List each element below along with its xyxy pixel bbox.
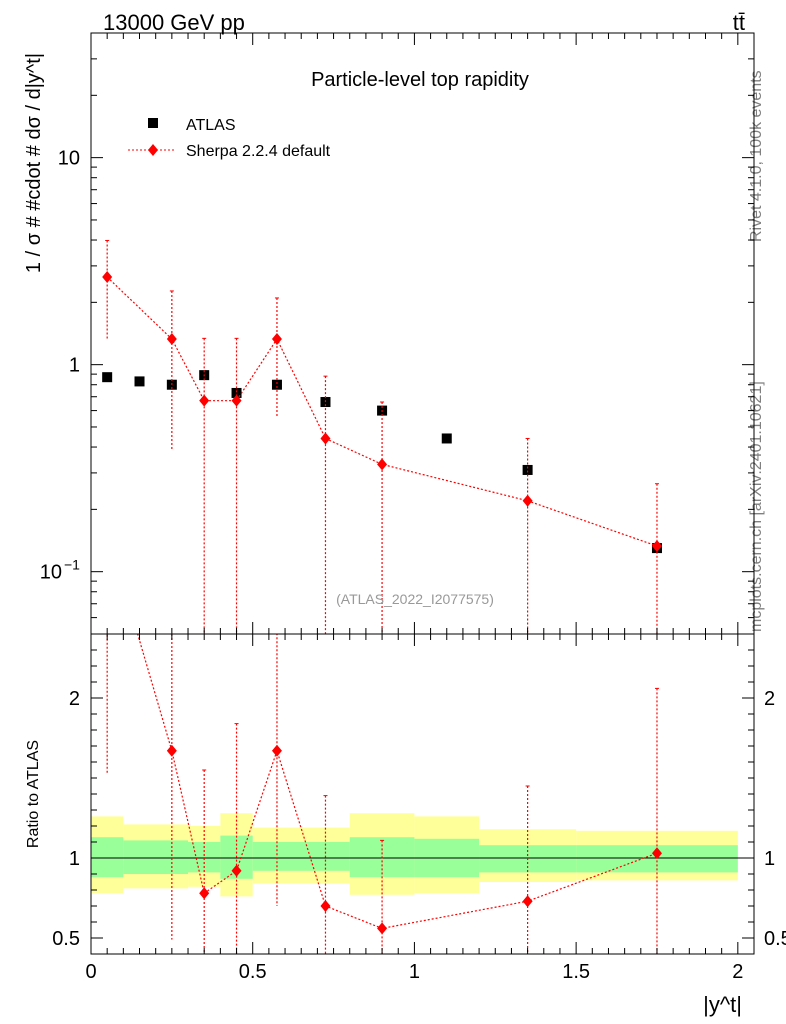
x-tick-label: 1.5 <box>562 961 590 983</box>
x-tick-label: 1 <box>409 961 420 983</box>
x-tick-label: 0 <box>85 961 96 983</box>
y-tick-label: 2 <box>69 688 80 710</box>
y-tick-label-right: 1 <box>764 848 775 870</box>
x-axis-label: |y^t| <box>703 992 742 1017</box>
sherpa-ratio-point <box>231 864 242 877</box>
y-tick-label: 1 <box>69 355 80 377</box>
y-tick-exponent: −1 <box>64 557 80 573</box>
x-tick-label: 0.5 <box>239 961 267 983</box>
uncertainty-band-inner <box>123 840 189 874</box>
legend: ATLAS Sherpa 2.2.4 default <box>128 117 331 160</box>
y-tick-label-right: 2 <box>764 688 775 710</box>
ratio-panel: 00.511.520.50.51122 Ratio to ATLAS <box>25 524 786 983</box>
main-marks <box>102 239 662 634</box>
mcplots-label: mcplots.cern.ch [arXiv:2401.10621] <box>748 381 765 632</box>
sherpa-ratio-point <box>102 524 112 536</box>
analysis-watermark: (ATLAS_2022_I2077575) <box>336 591 494 607</box>
atlas-point <box>134 376 145 387</box>
rivet-label: Rivet 4.1.0, 100k events <box>748 70 765 242</box>
process-label: tt̄ <box>733 10 745 35</box>
sherpa-point <box>231 394 242 407</box>
ratio-axes: 00.511.520.50.51122 <box>52 633 786 983</box>
sherpa-ratio-point <box>522 895 533 908</box>
y-tick-label: 10 <box>40 562 62 584</box>
main-y-axis-label-text: 1 / σ # #cdot # dσ / d|y^t| <box>23 53 45 273</box>
atlas-point <box>441 433 452 444</box>
sherpa-ratio-point <box>199 887 210 900</box>
sherpa-ratio-point <box>166 744 177 757</box>
sherpa-ratio-point <box>271 744 282 757</box>
ratio-frame <box>90 633 755 955</box>
sherpa-ratio-point <box>320 900 331 912</box>
sherpa-ratio-line <box>137 634 658 930</box>
sherpa-point <box>377 458 388 471</box>
y-tick-label: 10 <box>58 148 80 170</box>
legend-sherpa-marker <box>148 144 158 156</box>
sherpa-point <box>102 271 113 284</box>
sherpa-point <box>271 333 282 346</box>
energy-label: 13000 GeV pp <box>103 10 245 35</box>
atlas-point <box>522 464 533 475</box>
legend-atlas-label: ATLAS <box>186 117 236 134</box>
sherpa-point <box>320 432 331 445</box>
x-tick-label: 2 <box>732 961 743 983</box>
ratio-marks <box>91 524 754 954</box>
y-tick-label-right: 0.5 <box>764 928 786 950</box>
sherpa-point <box>651 540 662 553</box>
main-y-axis-label: 1 / σ # #cdot # dσ / d|y^t| <box>23 53 45 273</box>
ratio-y-axis-label: Ratio to ATLAS <box>25 740 42 848</box>
atlas-point <box>271 379 282 390</box>
sherpa-point <box>166 333 177 346</box>
sherpa-point <box>522 494 533 507</box>
legend-atlas-marker <box>148 118 158 128</box>
atlas-point <box>231 387 242 398</box>
y-tick-label: 1 <box>69 848 80 870</box>
sherpa-ratio-point <box>377 922 388 935</box>
chart-title: Particle-level top rapidity <box>311 69 529 91</box>
uncertainty-band-inner <box>252 842 350 871</box>
legend-sherpa-label: Sherpa 2.2.4 default <box>186 143 331 160</box>
atlas-point <box>102 372 113 383</box>
y-tick-label: 0.5 <box>52 928 80 950</box>
sherpa-ratio-point <box>651 847 662 860</box>
uncertainty-band-inner <box>91 837 124 878</box>
sherpa-point <box>199 394 210 407</box>
